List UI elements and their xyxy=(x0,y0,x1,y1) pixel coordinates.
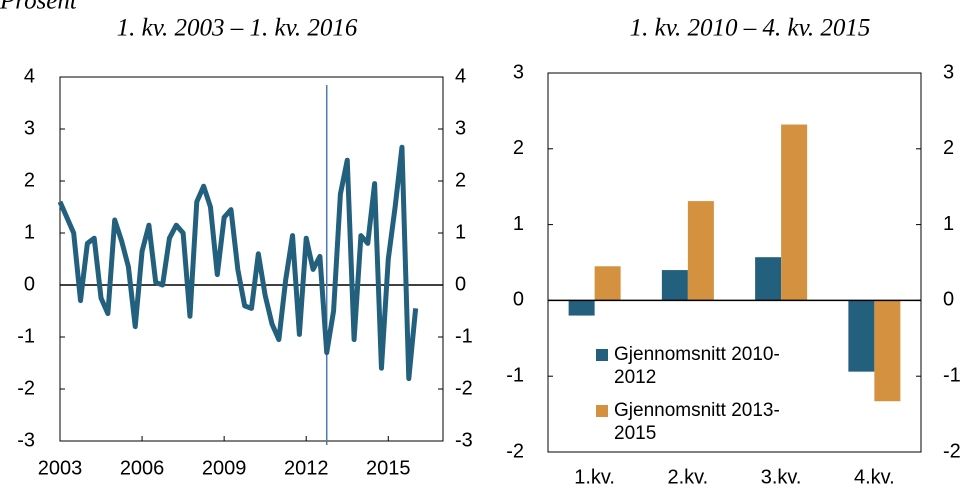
y-tick-label: -3 xyxy=(17,429,35,451)
legend-entry: Gjennomsnitt 2010-2012 xyxy=(596,343,814,389)
legend-swatch xyxy=(596,349,608,361)
y-tick-label: -2 xyxy=(17,377,35,399)
x-tick-label: 2009 xyxy=(202,457,247,479)
y2-tick-label: 4 xyxy=(455,65,466,87)
y2-tick-label: 3 xyxy=(455,117,466,139)
y-tick-label: -1 xyxy=(506,364,524,386)
plot-frame xyxy=(547,72,922,453)
bar xyxy=(687,201,714,301)
chart-title: 1. kv. 2010 – 4. kv. 2015 xyxy=(630,15,871,42)
bar xyxy=(594,266,621,301)
legend-label: Gjennomsnitt 2010-2012 xyxy=(614,344,780,388)
x-tick-label: 4.kv. xyxy=(854,466,895,488)
data-line xyxy=(57,144,419,382)
x-tick-label: 2015 xyxy=(366,457,411,479)
bar xyxy=(661,270,688,301)
y2-tick-label: 0 xyxy=(455,273,466,295)
bar xyxy=(568,300,595,316)
unit-label: Prosent xyxy=(0,0,78,15)
y2-tick-label: 2 xyxy=(943,137,954,159)
y-tick-label: 1 xyxy=(513,213,524,235)
y-tick-label: 0 xyxy=(24,273,35,295)
x-tick-label: 2006 xyxy=(120,457,165,479)
legend-swatch xyxy=(596,405,608,417)
y-tick-label: 2 xyxy=(24,169,35,191)
legend-label: Gjennomsnitt 2013-2015 xyxy=(614,400,780,444)
y2-tick-label: 2 xyxy=(455,169,466,191)
x-tick-label: 3.kv. xyxy=(761,466,802,488)
y2-tick-label: 3 xyxy=(943,61,954,83)
chart-title: 1. kv. 2003 – 1. kv. 2016 xyxy=(117,15,358,42)
y-tick-label: -2 xyxy=(506,440,524,462)
y2-tick-label: -2 xyxy=(943,440,961,462)
bar xyxy=(781,124,808,301)
y2-tick-label: -1 xyxy=(455,325,473,347)
bar xyxy=(755,257,782,301)
y-tick-label: 3 xyxy=(24,117,35,139)
y-tick-label: 4 xyxy=(24,65,35,87)
y-tick-label: 0 xyxy=(513,289,524,311)
y2-tick-label: 1 xyxy=(943,213,954,235)
y-tick-label: 1 xyxy=(24,221,35,243)
y-tick-label: -1 xyxy=(17,325,35,347)
y2-tick-label: -1 xyxy=(943,364,961,386)
legend-entry: Gjennomsnitt 2013-2015 xyxy=(596,399,814,445)
y2-tick-label: 0 xyxy=(943,289,954,311)
y-tick-label: 3 xyxy=(513,61,524,83)
x-tick-label: 1.kv. xyxy=(574,466,615,488)
y2-tick-label: 1 xyxy=(455,221,466,243)
plot-frame xyxy=(59,76,444,442)
bar xyxy=(874,300,901,402)
bar xyxy=(848,300,875,372)
x-tick-label: 2003 xyxy=(38,457,83,479)
y2-tick-label: -3 xyxy=(455,429,473,451)
y-tick-label: 2 xyxy=(513,137,524,159)
x-tick-label: 2.kv. xyxy=(667,466,708,488)
x-tick-label: 2012 xyxy=(284,457,329,479)
y2-tick-label: -2 xyxy=(455,377,473,399)
